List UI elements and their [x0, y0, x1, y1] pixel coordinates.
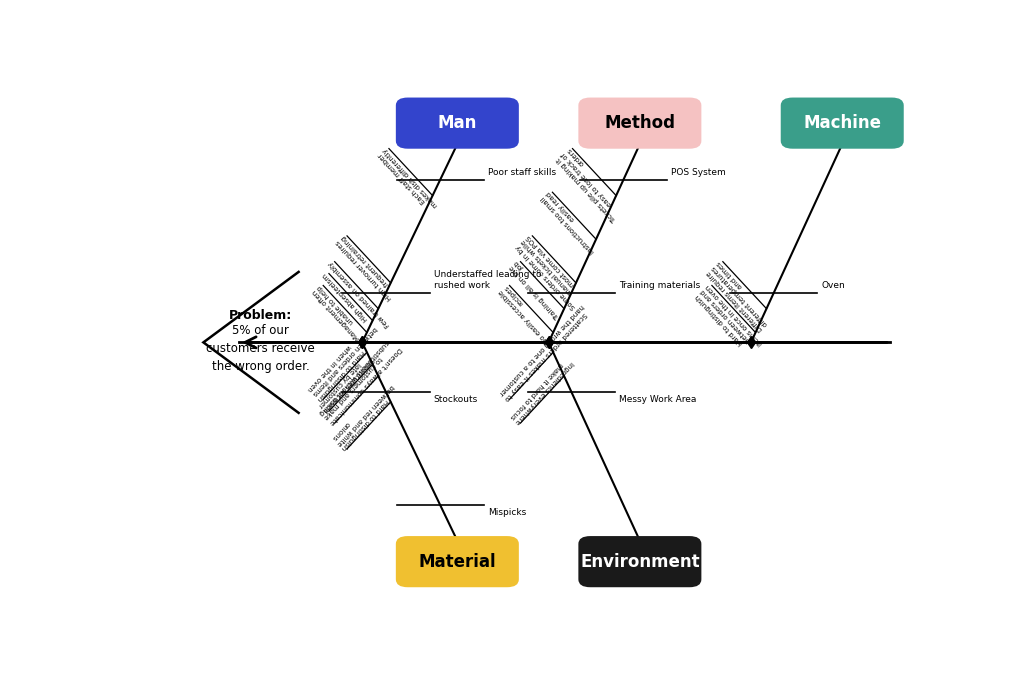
Text: Method: Method: [604, 114, 676, 132]
FancyBboxPatch shape: [579, 536, 701, 587]
Text: Instructions too small
easily read: Instructions too small easily read: [541, 190, 601, 254]
Text: Doesn't always communicate
to customers and make
substitutions without asking: Doesn't always communicate to customers …: [317, 336, 402, 425]
Text: Stockouts: Stockouts: [433, 395, 478, 403]
FancyBboxPatch shape: [396, 536, 519, 587]
Text: Oven: Oven: [821, 281, 845, 290]
Text: Few trained on assembly: Few trained on assembly: [328, 260, 391, 327]
Text: Different items require
different temperatures
and times: Different items require different temper…: [706, 260, 774, 332]
Text: Some orders come in by
manual tickets while
most come via POS: Some orders come in by manual tickets wh…: [515, 234, 588, 310]
Text: High turnover requires
frequent retraining: High turnover requires frequent retraini…: [335, 234, 398, 301]
Text: High absenteeism: High absenteeism: [323, 271, 370, 322]
Text: Material: Material: [419, 553, 497, 571]
Text: Mispicks: Mispicks: [487, 508, 526, 517]
Text: Each staff member
makes dish differently: Each staff member makes dish differently: [377, 146, 439, 212]
Text: Hard to distinguish
between orders and
items once in the oven: Hard to distinguish between orders and i…: [695, 283, 764, 356]
Text: Substitutes received
late by customer: Substitutes received late by customer: [317, 352, 375, 414]
Text: Tickets pile up making it
easy to lose track of
orders: Tickets pile up making it easy to lose t…: [555, 146, 628, 223]
Text: Training materials: Training materials: [620, 281, 700, 290]
FancyBboxPatch shape: [579, 98, 701, 148]
Text: Messy Work Area: Messy Work Area: [620, 395, 696, 403]
Text: Management often
unable to help: Management often unable to help: [311, 283, 366, 341]
Text: 5% of our
customers receive
the wrong order.: 5% of our customers receive the wrong or…: [206, 324, 315, 373]
Text: Understaffed leading to
rushed work: Understaffed leading to rushed work: [433, 270, 541, 290]
Text: Ingredients everywhere
make it hard to focus: Ingredients everywhere make it hard to f…: [509, 355, 574, 425]
Text: Training is all on the
job: Training is all on the job: [509, 260, 566, 321]
FancyBboxPatch shape: [780, 98, 904, 148]
Text: Problem:: Problem:: [229, 308, 292, 321]
Text: Environment: Environment: [580, 553, 699, 571]
Text: No easily accessible
recipes: No easily accessible recipes: [498, 283, 555, 344]
Text: Scattered orders makes it easy to
hand the wrong one to a customer: Scattered orders makes it easy to hand t…: [498, 303, 590, 401]
Text: Poor staff skills: Poor staff skills: [487, 168, 556, 177]
Text: Hard to distinguish
between orders and items
when in the oven: Hard to distinguish between orders and i…: [306, 321, 383, 401]
Text: Man: Man: [437, 114, 477, 132]
FancyBboxPatch shape: [396, 98, 519, 148]
Text: Hard to distinguish
between red and white
onions: Hard to distinguish between red and whit…: [330, 378, 399, 451]
Text: Machine: Machine: [803, 114, 882, 132]
Text: POS System: POS System: [671, 168, 726, 177]
